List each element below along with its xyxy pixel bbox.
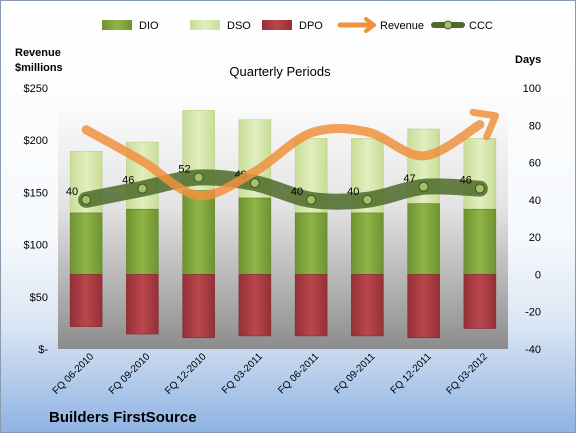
right-tick-label: 100 [523, 83, 541, 95]
ccc-point [137, 183, 148, 194]
dio-bar [407, 203, 440, 275]
dso-legend-icon [190, 20, 220, 30]
bar-layer [69, 110, 497, 339]
ccc-data-label: 46 [460, 175, 472, 187]
dio-bar [463, 208, 497, 275]
ccc-point [362, 194, 373, 205]
dpo-bar [126, 274, 159, 335]
left-axis-label-line1: Revenue [15, 47, 61, 59]
dio-bar [238, 197, 272, 275]
ccc-data-label: 40 [347, 186, 359, 198]
left-tick-label: $100 [24, 240, 48, 252]
x-tick-label: FQ 03-2011 [220, 351, 265, 396]
legend-label: DSO [227, 20, 251, 32]
dpo-bar [294, 274, 328, 337]
x-tick-label: FQ 06-2011 [276, 351, 321, 396]
left-tick-label: $150 [24, 187, 48, 199]
left-tick-label: $50 [30, 292, 48, 304]
left-tick-label: $200 [24, 135, 48, 147]
legend-label: CCC [469, 20, 493, 32]
ccc-data-label: 46 [122, 175, 134, 187]
x-tick-label: FQ 03-2012 [444, 351, 490, 397]
left-tick-label: $- [38, 344, 48, 356]
right-tick-label: 0 [535, 269, 541, 281]
x-tick-label: FQ 09-2010 [107, 351, 153, 397]
dio-bar [126, 208, 159, 275]
ccc-point [81, 194, 92, 205]
dio-legend-icon [102, 20, 132, 30]
revenue-line [81, 120, 485, 201]
ccc-data-label: 52 [178, 163, 190, 175]
x-tick-label: FQ 06-2010 [51, 351, 97, 397]
company-name: Builders FirstSource [49, 409, 197, 426]
chart-title: Quarterly Periods [229, 64, 331, 79]
right-axis: -40 -20 0 20 40 60 80 100 [523, 83, 541, 356]
revenue-arrowhead [469, 108, 500, 141]
x-tick-label: FQ 09-2011 [333, 351, 378, 396]
x-axis: FQ 06-2010 FQ 09-2010 FQ 12-2010 FQ 03-2011… [51, 351, 491, 397]
dio-bar [294, 212, 328, 275]
ccc-legend-marker [443, 20, 453, 30]
ccc-data-label: 40 [66, 186, 78, 198]
ccc-point [418, 181, 429, 192]
right-tick-label: 80 [529, 120, 541, 132]
ccc-data-label: 40 [291, 186, 303, 198]
x-tick-label: FQ 12-2010 [163, 351, 209, 397]
ccc-point [249, 178, 260, 189]
dpo-bar [351, 274, 384, 337]
dio-bar [182, 190, 215, 275]
right-tick-label: 20 [529, 232, 541, 244]
ccc-point [306, 194, 317, 205]
right-tick-label: 40 [529, 195, 541, 207]
legend-label: DIO [139, 20, 159, 32]
left-axis-label-line2: $millions [15, 62, 63, 74]
ccc-point [474, 183, 485, 194]
dpo-bar [463, 274, 497, 329]
ccc-data-label: 47 [403, 173, 415, 185]
dpo-bar [407, 274, 440, 339]
plot-area [58, 88, 508, 349]
revenue-legend-arrowhead [364, 17, 376, 33]
left-axis: $- $50 $100 $150 $200 $250 [24, 83, 49, 356]
dio-bar [69, 212, 103, 275]
dpo-bar [182, 274, 215, 339]
left-tick-label: $250 [24, 83, 48, 95]
dpo-bar [238, 274, 272, 337]
right-tick-label: -40 [525, 344, 541, 356]
right-axis-label: Days [515, 54, 541, 66]
legend: DIO DSO DPO Revenue CCC [102, 17, 493, 33]
dso-bar [463, 138, 497, 210]
right-tick-label: 60 [529, 158, 541, 170]
dpo-legend-icon [262, 20, 292, 30]
dio-bar [351, 212, 384, 275]
x-tick-label: FQ 12-2011 [389, 351, 434, 396]
right-tick-label: -20 [525, 307, 541, 319]
legend-label: DPO [299, 20, 323, 32]
dpo-bar [69, 274, 103, 327]
legend-label: Revenue [380, 20, 424, 32]
ccc-point [193, 172, 204, 183]
